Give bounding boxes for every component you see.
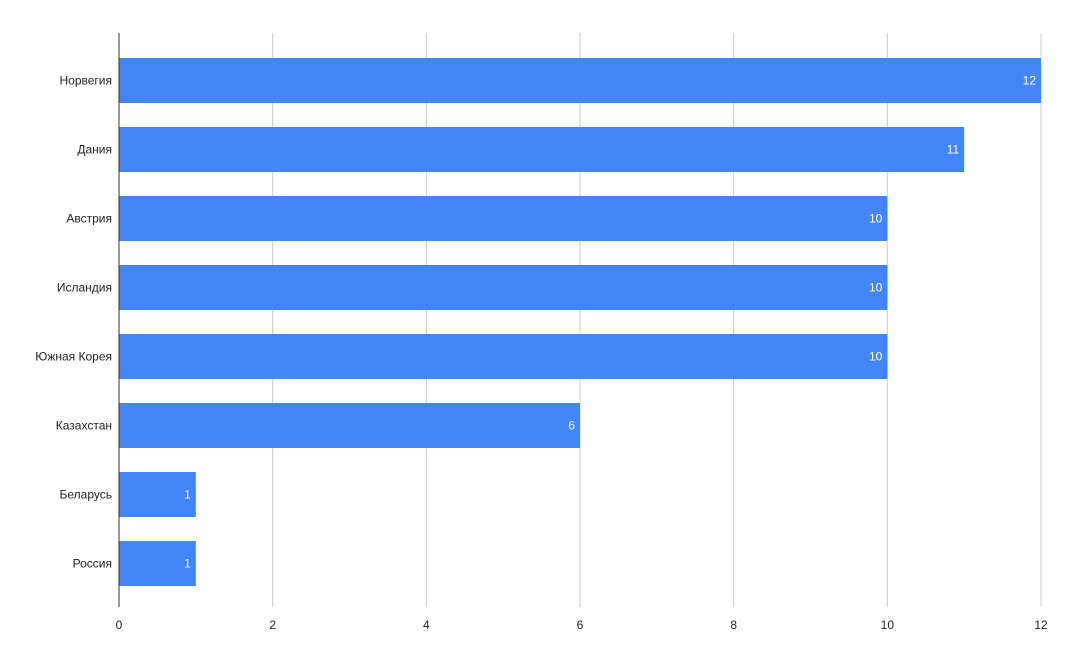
- bar-3: [119, 265, 888, 310]
- bar-1: [119, 127, 965, 172]
- category-label: Исландия: [57, 281, 112, 295]
- x-tick-label: 6: [577, 618, 584, 632]
- data-label: 6: [568, 419, 575, 433]
- data-label: 10: [869, 350, 883, 364]
- x-tick-label: 8: [730, 618, 737, 632]
- bar-6: [119, 472, 196, 517]
- category-label: Казахстан: [56, 419, 112, 433]
- data-label: 10: [869, 281, 883, 295]
- x-tick-label: 10: [881, 618, 895, 632]
- x-tick-label: 0: [116, 618, 123, 632]
- bar-0: [119, 58, 1041, 103]
- data-label: 12: [1023, 74, 1037, 88]
- category-label: Беларусь: [60, 488, 112, 502]
- category-label: Австрия: [66, 212, 112, 226]
- x-tick-label: 2: [269, 618, 276, 632]
- category-label: Южная Корея: [35, 350, 112, 364]
- category-label: Норвегия: [59, 74, 112, 88]
- bar-2: [119, 196, 888, 241]
- x-tick-label: 12: [1034, 618, 1048, 632]
- x-tick-label: 4: [423, 618, 430, 632]
- bar-4: [119, 334, 888, 379]
- category-label: Дания: [77, 143, 112, 157]
- data-label: 1: [184, 557, 191, 571]
- data-label: 11: [947, 143, 960, 157]
- gridlines: [272, 33, 1042, 607]
- category-label: Россия: [73, 557, 112, 571]
- bar-5: [119, 403, 580, 448]
- data-label: 1: [184, 488, 191, 502]
- data-label: 10: [869, 212, 883, 226]
- bar-7: [119, 541, 196, 586]
- bars: [119, 58, 1041, 586]
